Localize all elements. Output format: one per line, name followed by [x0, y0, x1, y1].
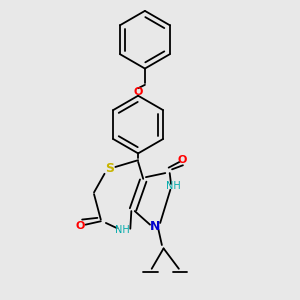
Text: NH: NH	[116, 225, 130, 235]
Text: N: N	[150, 220, 160, 233]
Text: O: O	[178, 155, 187, 165]
Text: O: O	[76, 221, 85, 231]
Text: NH: NH	[167, 181, 181, 190]
Text: O: O	[134, 87, 143, 97]
Text: S: S	[105, 162, 114, 175]
